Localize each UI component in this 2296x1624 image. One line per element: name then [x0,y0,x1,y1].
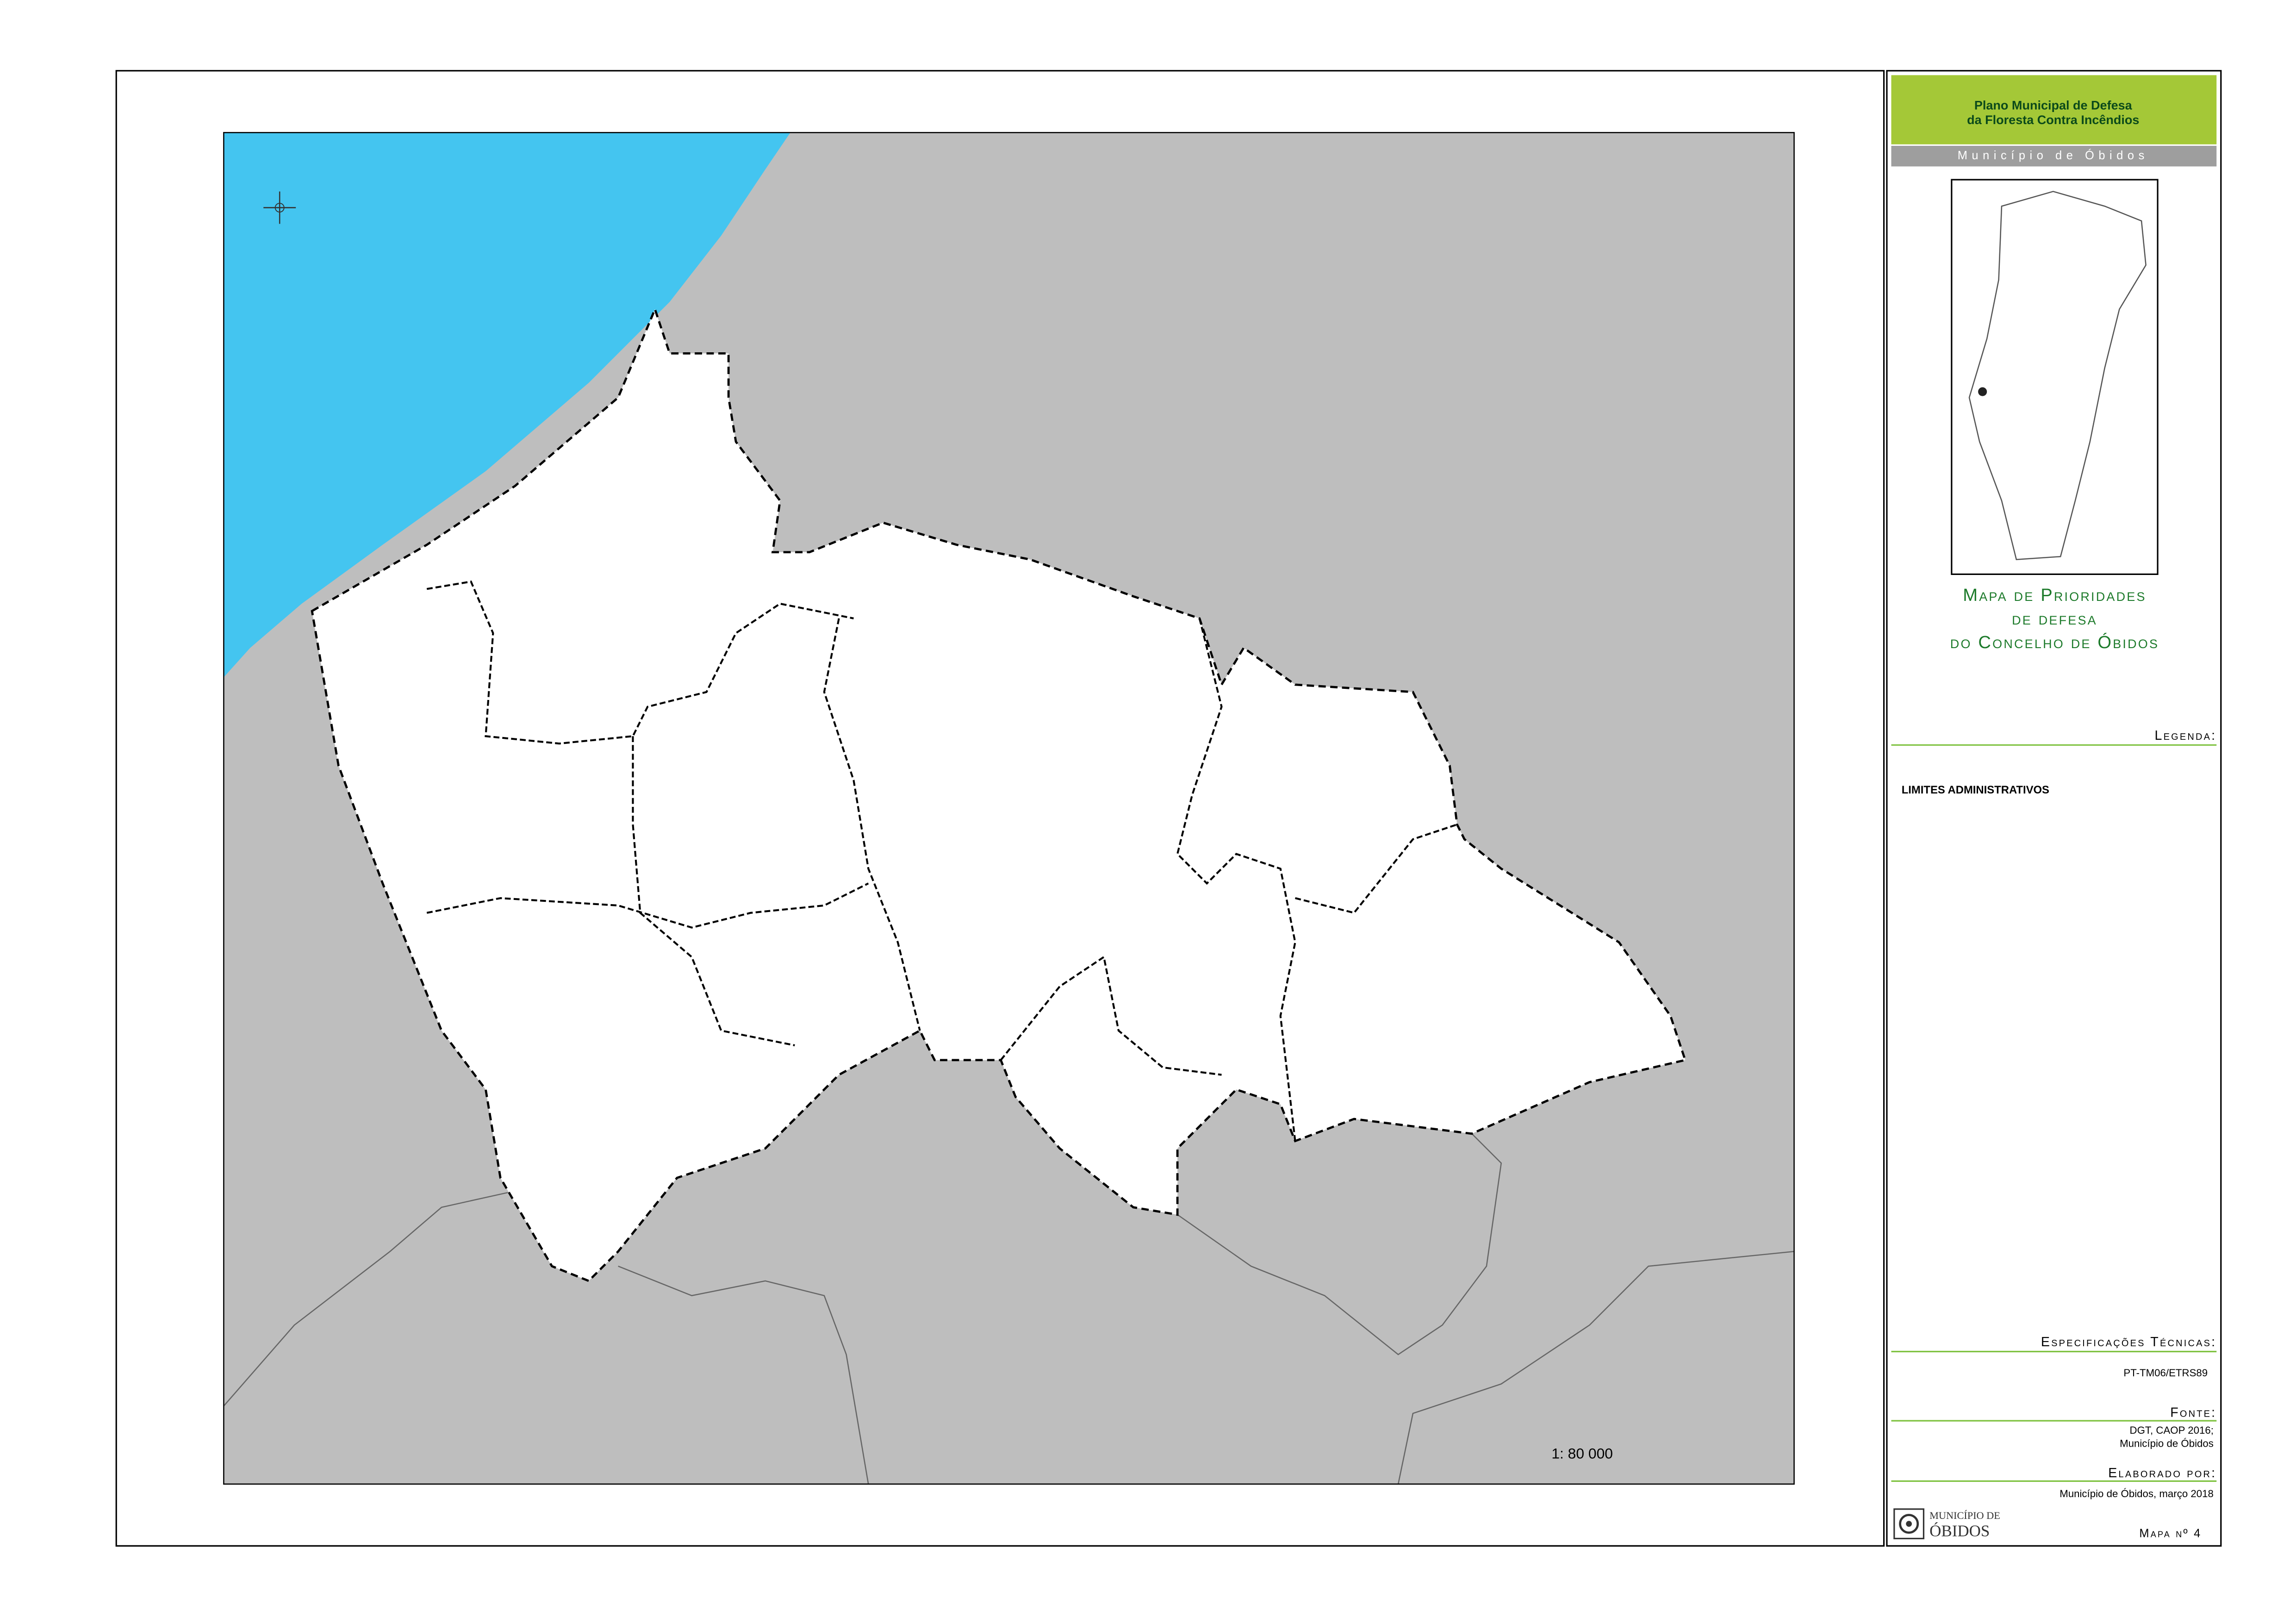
logo-text: ÓBIDOS [1929,1522,1990,1540]
legend-heading: Legenda: [2155,728,2217,743]
author-text: Município de Óbidos, março 2018 [2060,1488,2214,1499]
portugal-inset [1968,191,2147,560]
map-title: de defesa [2012,609,2097,629]
map [224,132,1794,1484]
municipality: Município de Óbidos [1958,149,2149,162]
map-title: Mapa de Prioridades [1963,585,2146,605]
title-line: da Floresta Contra Incêndios [1967,113,2139,127]
parish-limits [426,581,1457,1142]
source-line: DGT, CAOP 2016; [2130,1424,2214,1436]
logo-text: MUNICÍPIO DE [1929,1510,2000,1521]
admin-title: LIMITES ADMINISTRATIVOS [1902,784,2049,796]
author-heading: Elaborado por: [2108,1466,2216,1480]
compass [263,191,296,224]
map-frame [223,132,1795,1485]
side-panel [1886,70,2222,1547]
source-heading: Fonte: [2170,1405,2216,1420]
neighbour-borders [224,1133,1794,1484]
specs-heading: Especificações Técnicas: [2041,1335,2216,1349]
logo-mark [1899,1514,1919,1534]
scale: 1: 80 000 [1551,1445,1613,1462]
map-title: do Concelho de Óbidos [1950,632,2159,652]
outer-frame [115,70,1885,1547]
sea [224,132,790,678]
title-box [1891,75,2217,144]
title-line: Plano Municipal de Defesa [1974,98,2133,112]
municipality-bar [1891,145,2217,167]
logo-mark [1906,1521,1912,1527]
source-line: Município de Óbidos [2120,1438,2214,1449]
specs-text: PT-TM06/ETRS89 [2123,1367,2208,1379]
map-number: Mapa nº 4 [2139,1527,2202,1540]
inset-marker [1978,387,1987,396]
